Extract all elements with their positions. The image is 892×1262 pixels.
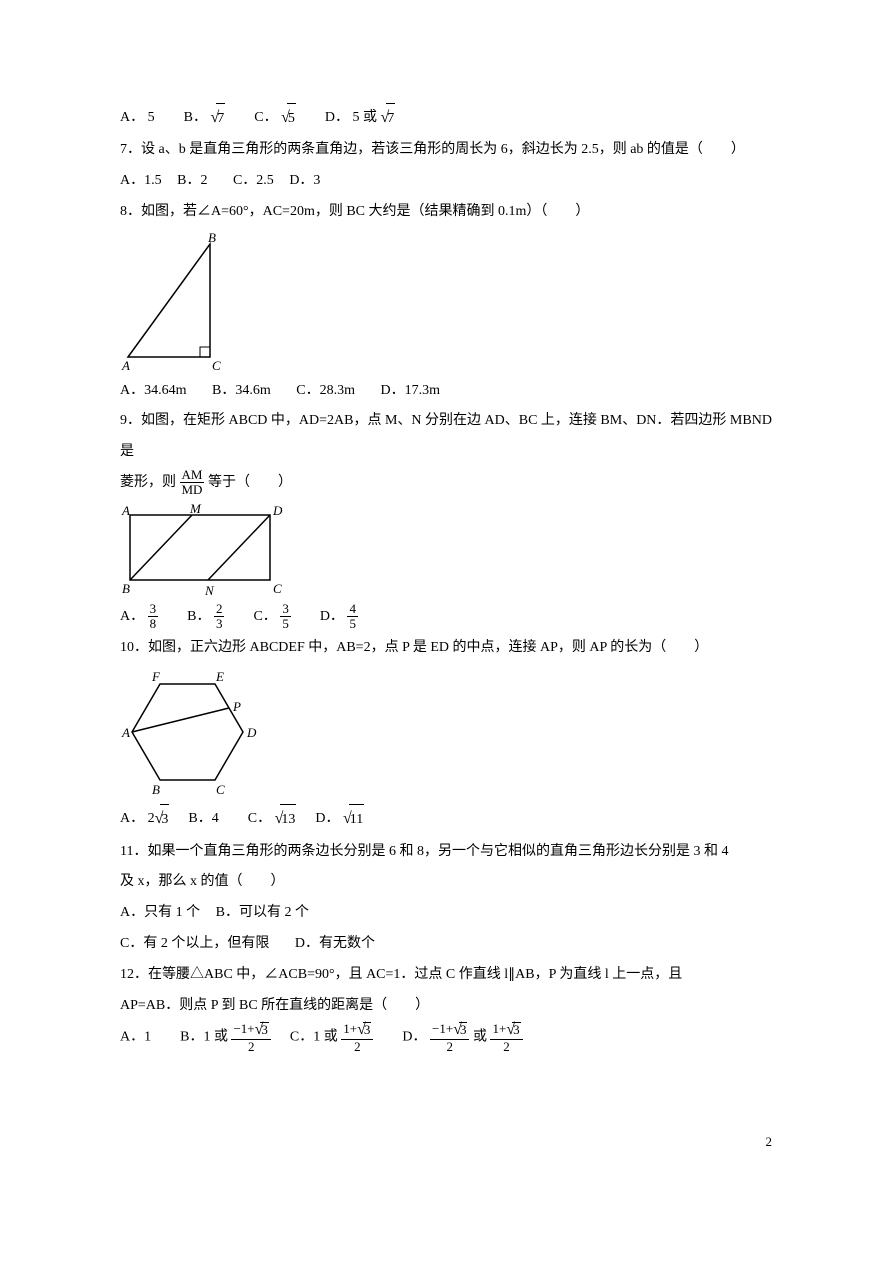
q8-optA: A．34.64m (120, 383, 187, 398)
q9-stem2a: 菱形，则 (120, 475, 176, 490)
q9-optA-label: A． (120, 609, 144, 624)
q9-figure: A M D B N C (120, 503, 782, 598)
q12-optD-label: D． (402, 1030, 426, 1045)
q11-stem1: 11．如果一个直角三角形的两条边长分别是 6 和 8，另一个与它相似的直角三角形… (120, 837, 782, 868)
q11-stem2: 及 x，那么 x 的值（ ） (120, 867, 782, 898)
q6-optC-label: C． (254, 110, 277, 125)
q12-optC-label: C．1 或 (290, 1030, 338, 1045)
q9-optD-frac: 45 (347, 602, 358, 632)
q7-optB: B．2 (177, 173, 207, 188)
q8-label-B: B (208, 232, 216, 245)
q10-options: A． 2√3 B．4 C． √13 D． √11 (120, 801, 782, 836)
q10-optC-sqrt: √13 (275, 801, 297, 836)
q8-label-C: C (212, 358, 221, 372)
q9-label-A: A (121, 503, 130, 518)
q11-options1: A．只有 1 个 B．可以有 2 个 (120, 898, 782, 929)
q9-options: A． 38 B． 23 C． 35 D． 45 (120, 602, 782, 633)
q8-options: A．34.64m B．34.6m C．28.3m D．17.3m (120, 376, 782, 407)
q12-stem2: AP=AB．则点 P 到 BC 所在直线的距离是（ ） (120, 991, 782, 1022)
q12-optA: A．1 (120, 1030, 151, 1045)
q9-optC-label: C． (253, 609, 276, 624)
q10-optB: B．4 (188, 811, 218, 826)
q12-options: A．1 B．1 或 −1+√3 2 C．1 或 1+√3 2 D． −1+√3 … (120, 1021, 782, 1054)
q8-label-A: A (121, 358, 130, 372)
q8-optD: D．17.3m (380, 383, 440, 398)
q6-optA-label: A． (120, 110, 144, 125)
q9-label-N: N (204, 583, 215, 598)
q6-optC-sqrt: √5 (281, 100, 296, 135)
q6-optD-label: D． (325, 110, 349, 125)
q6-options: A． 5 B． √7 C． √5 D． 5 或 √7 (120, 100, 782, 135)
q11-optB: B．可以有 2 个 (216, 905, 309, 920)
q6-optB-sqrt: √7 (210, 100, 225, 135)
q12-optB-frac: −1+√3 2 (231, 1021, 270, 1054)
q10-label-D: D (246, 725, 257, 740)
q10-label-B: B (152, 782, 160, 797)
q10-label-E: E (215, 669, 224, 684)
q6-optD-val: 5 或 (353, 110, 378, 125)
q12-optB-label: B．1 或 (180, 1030, 228, 1045)
q10-label-P: P (232, 699, 241, 714)
q9-label-C: C (273, 581, 282, 596)
page-number: 2 (0, 1094, 892, 1150)
q11-optA: A．只有 1 个 (120, 905, 200, 920)
q10-figure: A F E P D C B (120, 667, 782, 797)
q10-optA-sqrt: √3 (155, 801, 170, 836)
q7-optC: C．2.5 (233, 173, 274, 188)
q12-optD-frac2: 1+√3 2 (490, 1021, 522, 1054)
q8-optC: C．28.3m (296, 383, 355, 398)
q10-label-F: F (151, 669, 161, 684)
q9-label-M: M (189, 503, 202, 516)
q6-optA-val: 5 (148, 110, 155, 125)
q7-optD: D．3 (289, 173, 320, 188)
q11-optC: C．有 2 个以上，但有限 (120, 936, 269, 951)
q11-optD: D．有无数个 (295, 936, 375, 951)
exam-page: A． 5 B． √7 C． √5 D． 5 或 √7 7．设 a、b 是直角三角… (0, 0, 892, 1094)
q9-stem2b: 等于（ ） (208, 475, 292, 490)
q9-stem-frac: AM MD (180, 468, 205, 498)
q10-optD-label: D． (315, 811, 339, 826)
q9-optB-frac: 23 (214, 602, 225, 632)
q10-stem: 10．如图，正六边形 ABCDEF 中，AB=2，点 P 是 ED 的中点，连接… (120, 633, 782, 664)
q8-stem: 8．如图，若∠A=60°，AC=20m，则 BC 大约是（结果精确到 0.1m）… (120, 197, 782, 228)
q9-optD-label: D． (320, 609, 344, 624)
q7-stem: 7．设 a、b 是直角三角形的两条直角边，若该三角形的周长为 6，斜边长为 2.… (120, 135, 782, 166)
q6-optD-sqrt: √7 (381, 100, 396, 135)
q7-options: A．1.5 B．2 C．2.5 D．3 (120, 166, 782, 197)
q6-optB-label: B． (184, 110, 207, 125)
q12-stem1: 12．在等腰△ABC 中，∠ACB=90°，且 AC=1．过点 C 作直线 l∥… (120, 960, 782, 991)
q10-label-A: A (121, 725, 130, 740)
q9-optA-frac: 38 (148, 602, 159, 632)
q10-optA-label: A． (120, 811, 144, 826)
q9-stem1: 9．如图，在矩形 ABCD 中，AD=2AB，点 M、N 分别在边 AD、BC … (120, 406, 782, 468)
q9-label-B: B (122, 581, 130, 596)
q7-optA: A．1.5 (120, 173, 162, 188)
q12-optD-mid: 或 (473, 1030, 487, 1045)
q9-stem2: 菱形，则 AM MD 等于（ ） (120, 468, 782, 499)
q10-optD-sqrt: √11 (343, 801, 364, 836)
q10-label-C: C (216, 782, 225, 797)
q10-optA-coef: 2 (148, 811, 155, 826)
q9-optC-frac: 35 (280, 602, 291, 632)
q12-optC-frac: 1+√3 2 (341, 1021, 373, 1054)
q11-options2: C．有 2 个以上，但有限 D．有无数个 (120, 929, 782, 960)
q8-optB: B．34.6m (212, 383, 271, 398)
q9-label-D: D (272, 503, 283, 518)
q10-optC-label: C． (248, 811, 271, 826)
q9-optB-label: B． (187, 609, 210, 624)
q12-optD-frac1: −1+√3 2 (430, 1021, 469, 1054)
q8-figure: A B C (120, 232, 782, 372)
